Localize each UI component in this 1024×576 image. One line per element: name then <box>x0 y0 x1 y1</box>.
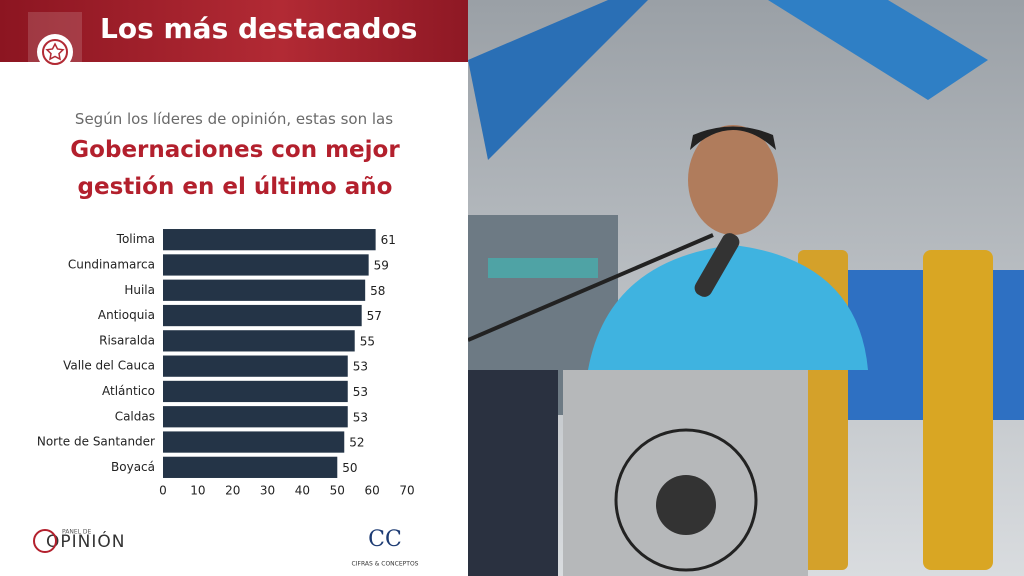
y-tick-label: Tolima <box>116 232 155 246</box>
bar <box>163 254 369 276</box>
x-tick-label: 20 <box>225 484 240 498</box>
x-tick-label: 40 <box>295 484 310 498</box>
value-label: 55 <box>360 334 375 348</box>
y-tick-label: Norte de Santander <box>37 435 155 449</box>
x-tick-label: 10 <box>190 484 205 498</box>
bar <box>163 304 362 327</box>
y-tick-label: Antioquia <box>98 308 155 322</box>
value-label: 53 <box>353 385 368 399</box>
logo-mark: CC <box>368 527 402 552</box>
badge-icon <box>28 12 82 74</box>
value-label: 53 <box>353 360 368 374</box>
y-tick-label: Boyacá <box>111 460 155 474</box>
y-tick-label: Valle del Cauca <box>63 359 155 373</box>
bar <box>163 380 348 403</box>
chart-title: Gobernaciones con mejor gestión en el úl… <box>70 137 400 200</box>
value-label: 52 <box>349 436 364 450</box>
value-label: 59 <box>374 258 389 272</box>
bar <box>163 355 348 377</box>
x-tick-label: 30 <box>260 484 275 498</box>
header-title: Los más destacados <box>100 12 418 45</box>
x-tick-label: 60 <box>365 484 380 498</box>
bar <box>163 330 355 352</box>
logo-small: PANEL DE <box>62 529 91 536</box>
value-label: 53 <box>353 410 368 424</box>
value-label: 50 <box>342 461 357 475</box>
header-band <box>0 0 468 62</box>
logo-ring <box>33 529 57 553</box>
y-tick-label: Cundinamarca <box>68 257 155 271</box>
bar <box>163 406 348 428</box>
logo-left: OPINIÓN <box>46 530 125 552</box>
value-label: 58 <box>370 284 385 298</box>
y-tick-label: Caldas <box>115 409 155 423</box>
y-tick-label: Risaralda <box>99 333 155 347</box>
chart-subtitle: Según los líderes de opinión, estas son … <box>74 110 394 128</box>
bar <box>163 229 376 251</box>
bar <box>163 456 338 478</box>
photo <box>468 0 1024 576</box>
y-tick-label: Huila <box>124 283 155 297</box>
logo-right: CIFRAS & CONCEPTOS <box>352 561 419 568</box>
chart: PANEL DE OPINIÓN CC CIFRAS & CONCEPTOS 0… <box>33 229 419 568</box>
x-tick-label: 0 <box>159 484 167 498</box>
bar <box>163 279 366 301</box>
value-label: 61 <box>381 233 396 247</box>
x-tick-label: 70 <box>399 484 414 498</box>
y-tick-label: Atlántico <box>102 384 155 398</box>
bar <box>163 431 345 453</box>
value-label: 57 <box>367 309 382 323</box>
x-tick-label: 50 <box>330 484 345 498</box>
